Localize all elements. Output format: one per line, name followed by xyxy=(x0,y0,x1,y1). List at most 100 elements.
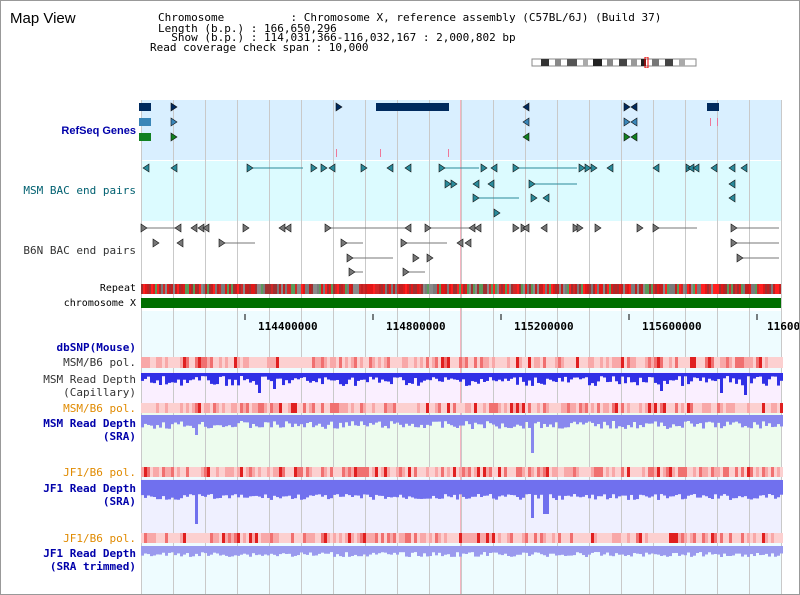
msm-b6-pol-cell[interactable] xyxy=(381,403,384,413)
jf1-b6-pol-cell[interactable] xyxy=(180,533,183,543)
msm-b6-pol-cell[interactable] xyxy=(456,403,459,413)
capillary-depth-bar[interactable] xyxy=(648,373,651,378)
repeat-segment[interactable] xyxy=(511,284,513,294)
jf1-b6-pol-cell[interactable] xyxy=(597,467,600,477)
msm-b6-pol-cell[interactable] xyxy=(663,403,666,413)
jf1-trimmed-depth-bar[interactable] xyxy=(381,546,384,553)
jf1-b6-pol-cell[interactable] xyxy=(669,533,672,543)
jf1-sra-depth-bar[interactable] xyxy=(417,480,420,499)
jf1-b6-pol-cell[interactable] xyxy=(198,467,201,477)
jf1-sra-depth-bar[interactable] xyxy=(585,480,588,496)
repeat-segment[interactable] xyxy=(629,284,631,294)
jf1-sra-depth-bar[interactable] xyxy=(546,480,549,514)
jf1-b6-pol-cell[interactable] xyxy=(411,533,414,543)
jf1-b6-pol-cell[interactable] xyxy=(234,533,237,543)
jf1-b6-pol-cell[interactable] xyxy=(486,533,489,543)
jf1-trimmed-depth-bar[interactable] xyxy=(750,546,753,555)
msm-b6-pol-cell[interactable] xyxy=(483,403,486,413)
msm-b6-pol-cell[interactable] xyxy=(519,357,522,368)
jf1-trimmed-depth-bar[interactable] xyxy=(714,546,717,554)
msm-b6-pol-cell[interactable] xyxy=(234,403,237,413)
repeat-segment[interactable] xyxy=(651,284,653,294)
msm-b6-pol-cell[interactable] xyxy=(459,357,462,368)
msm-sra-depth-bar[interactable] xyxy=(417,415,420,428)
repeat-segment[interactable] xyxy=(513,284,515,294)
jf1-b6-pol-cell[interactable] xyxy=(420,467,423,477)
msm-sra-depth-bar[interactable] xyxy=(522,415,525,429)
msm-sra-depth-bar[interactable] xyxy=(288,415,291,424)
repeat-segment[interactable] xyxy=(321,284,323,294)
jf1-b6-pol-cell[interactable] xyxy=(600,533,603,543)
jf1-b6-pol-cell[interactable] xyxy=(600,467,603,477)
jf1-trimmed-depth-bar[interactable] xyxy=(651,546,654,554)
msm-b6-pol-cell[interactable] xyxy=(387,357,390,368)
msm-b6-pol-cell[interactable] xyxy=(249,357,252,368)
jf1-sra-depth-bar[interactable] xyxy=(630,480,633,495)
repeat-segment[interactable] xyxy=(589,284,591,294)
jf1-trimmed-depth-bar[interactable] xyxy=(189,546,192,557)
jf1-sra-depth-bar[interactable] xyxy=(270,480,273,500)
msm-b6-pol-cell[interactable] xyxy=(459,403,462,413)
repeat-segment[interactable] xyxy=(227,284,229,294)
jf1-trimmed-depth-bar[interactable] xyxy=(507,546,510,557)
msm-b6-pol-cell[interactable] xyxy=(342,403,345,413)
gene-tick[interactable] xyxy=(336,149,337,157)
msm-b6-pol-cell[interactable] xyxy=(417,403,420,413)
jf1-sra-depth-bar[interactable] xyxy=(321,480,324,497)
msm-sra-depth-bar[interactable] xyxy=(396,415,399,423)
jf1-b6-pol-cell[interactable] xyxy=(348,467,351,477)
jf1-b6-pol-cell[interactable] xyxy=(627,533,630,543)
jf1-sra-depth-bar[interactable] xyxy=(282,480,285,497)
capillary-depth-bar[interactable] xyxy=(690,373,693,382)
jf1-trimmed-depth-bar[interactable] xyxy=(393,546,396,553)
capillary-depth-bar[interactable] xyxy=(600,373,603,377)
jf1-b6-pol-cell[interactable] xyxy=(480,533,483,543)
msm-b6-pol-cell[interactable] xyxy=(480,357,483,368)
repeat-segment[interactable] xyxy=(311,284,313,294)
msm-bac-end[interactable] xyxy=(360,163,368,173)
repeat-segment[interactable] xyxy=(539,284,541,294)
b6n-bac-end[interactable] xyxy=(464,238,472,248)
msm-sra-depth-bar[interactable] xyxy=(249,415,252,428)
jf1-b6-pol-cell[interactable] xyxy=(522,533,525,543)
jf1-trimmed-depth-bar[interactable] xyxy=(231,546,234,557)
jf1-sra-depth-bar[interactable] xyxy=(627,480,630,500)
jf1-b6-pol-cell[interactable] xyxy=(657,467,660,477)
jf1-b6-pol-cell[interactable] xyxy=(357,467,360,477)
jf1-b6-pol-cell[interactable] xyxy=(453,533,456,543)
jf1-b6-pol-cell[interactable] xyxy=(456,467,459,477)
repeat-segment[interactable] xyxy=(625,284,627,294)
msm-b6-pol-cell[interactable] xyxy=(219,357,222,368)
jf1-sra-depth-bar[interactable] xyxy=(144,480,147,498)
repeat-segment[interactable] xyxy=(161,284,163,294)
jf1-b6-pol-cell[interactable] xyxy=(642,533,645,543)
jf1-b6-pol-cell[interactable] xyxy=(519,533,522,543)
msm-b6-pol-cell[interactable] xyxy=(264,357,267,368)
repeat-segment[interactable] xyxy=(153,284,155,294)
jf1-trimmed-depth-bar[interactable] xyxy=(459,546,462,557)
jf1-b6-pol-cell[interactable] xyxy=(426,533,429,543)
jf1-trimmed-depth-bar[interactable] xyxy=(198,546,201,557)
repeat-segment[interactable] xyxy=(439,284,441,294)
msm-b6-pol-cell[interactable] xyxy=(321,403,324,413)
capillary-depth-bar[interactable] xyxy=(552,373,555,382)
jf1-trimmed-depth-bar[interactable] xyxy=(414,546,417,553)
jf1-b6-pol-cell[interactable] xyxy=(573,533,576,543)
msm-b6-pol-cell[interactable] xyxy=(381,357,384,368)
msm-sra-depth-bar[interactable] xyxy=(264,415,267,423)
jf1-b6-pol-cell[interactable] xyxy=(771,467,774,477)
capillary-depth-bar[interactable] xyxy=(318,373,321,379)
jf1-b6-pol-cell[interactable] xyxy=(588,467,591,477)
msm-b6-pol-cell[interactable] xyxy=(495,357,498,368)
msm-b6-pol-cell[interactable] xyxy=(708,403,711,413)
repeat-segment[interactable] xyxy=(679,284,681,294)
msm-b6-pol-cell[interactable] xyxy=(369,357,372,368)
jf1-trimmed-depth-bar[interactable] xyxy=(207,546,210,556)
msm-sra-depth-bar[interactable] xyxy=(156,415,159,426)
jf1-b6-pol-cell[interactable] xyxy=(528,533,531,543)
msm-bac-end[interactable] xyxy=(310,163,318,173)
jf1-b6-pol-cell[interactable] xyxy=(474,533,477,543)
jf1-sra-depth-bar[interactable] xyxy=(360,480,363,499)
jf1-trimmed-depth-bar[interactable] xyxy=(591,546,594,553)
jf1-b6-pol-cell[interactable] xyxy=(348,533,351,543)
